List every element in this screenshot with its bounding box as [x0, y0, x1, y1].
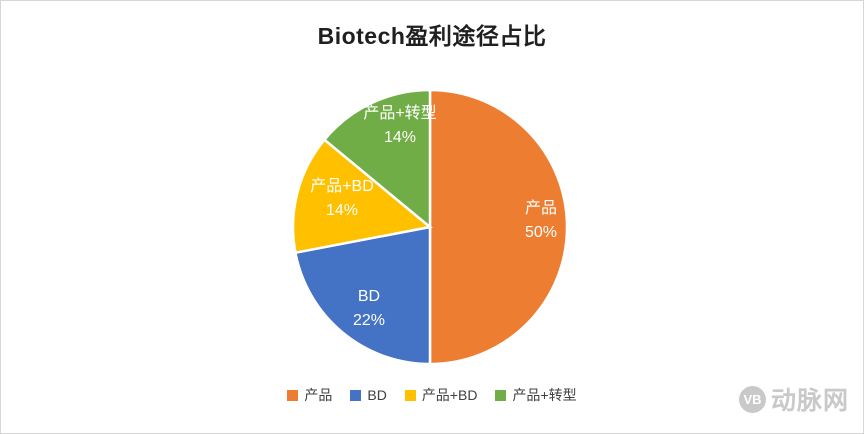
legend-item-product: 产品: [287, 385, 332, 405]
legend-label: 产品+转型: [512, 387, 577, 403]
legend-label: 产品: [304, 387, 333, 403]
chart-legend: 产品 BD 产品+BD 产品+转型: [1, 385, 863, 405]
chart-title: Biotech盈利途径占比: [317, 23, 547, 49]
legend-item-bd: BD: [350, 387, 387, 403]
watermark-logo-icon: VB: [738, 385, 766, 413]
pie-slice-1: [293, 225, 432, 366]
legend-swatch: [404, 389, 416, 401]
pie-slice-3: [322, 88, 432, 230]
legend-label: BD: [367, 387, 387, 403]
pie-slice-2: [291, 137, 433, 255]
legend-item-product-bd: 产品+BD: [404, 385, 478, 405]
legend-swatch: [350, 389, 362, 401]
legend-label: 产品+BD: [421, 387, 478, 403]
watermark-brand-text: 动脉网: [770, 387, 849, 415]
legend-item-product-transform: 产品+转型: [495, 385, 577, 405]
legend-swatch: [495, 389, 507, 401]
watermark: VB 动脉网: [738, 381, 849, 417]
legend-swatch: [287, 389, 299, 401]
pie-slice-0: [428, 88, 569, 366]
